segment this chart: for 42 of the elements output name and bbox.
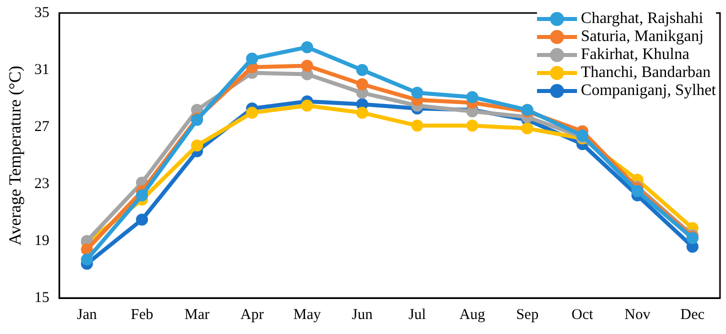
x-tick-label: Jan [76,306,98,323]
x-tick-label: Apr [240,306,264,323]
point [521,122,534,134]
point [191,140,204,152]
point [246,52,258,65]
x-tick-label: May [293,306,322,323]
legend-label: Fakirhat, Khulna [580,46,690,64]
legend-label: Charghat, Rajshahi [580,10,704,28]
point [301,100,314,112]
point [301,41,314,54]
y-axis-title: Average Temperature (°C) [6,66,25,246]
point [466,120,478,132]
x-tick-label: Jul [408,306,426,323]
legend-label: Companiganj, Sylhet [580,82,716,100]
point [631,185,644,198]
y-tick-label: 23 [34,176,50,192]
point [411,120,424,132]
point [356,106,368,119]
legend-label: Saturia, Manikganj [580,28,704,46]
x-tick-label: Sep [516,306,539,323]
point [136,214,148,226]
point [411,86,424,99]
x-tick-label: Mar [184,306,210,323]
point [466,91,478,104]
x-tick-label: Oct [572,306,594,323]
point [301,60,314,72]
x-tick-label: Aug [459,306,486,323]
x-tick-label: Feb [130,306,154,323]
point [136,189,148,202]
x-tick-label: Nov [624,306,651,323]
legend-label: Thanchi, Bandarban [580,64,711,82]
point [246,106,258,119]
point [356,78,368,90]
point [80,254,93,266]
point [356,64,368,76]
y-tick-label: 19 [34,232,50,249]
y-tick-label: 35 [34,4,50,21]
y-tick-label: 31 [34,62,50,78]
x-tick-label: Dec [680,306,705,323]
x-tick-label: Jun [352,306,374,323]
y-tick-label: 15 [34,290,50,306]
y-tick-label: 27 [34,118,50,135]
